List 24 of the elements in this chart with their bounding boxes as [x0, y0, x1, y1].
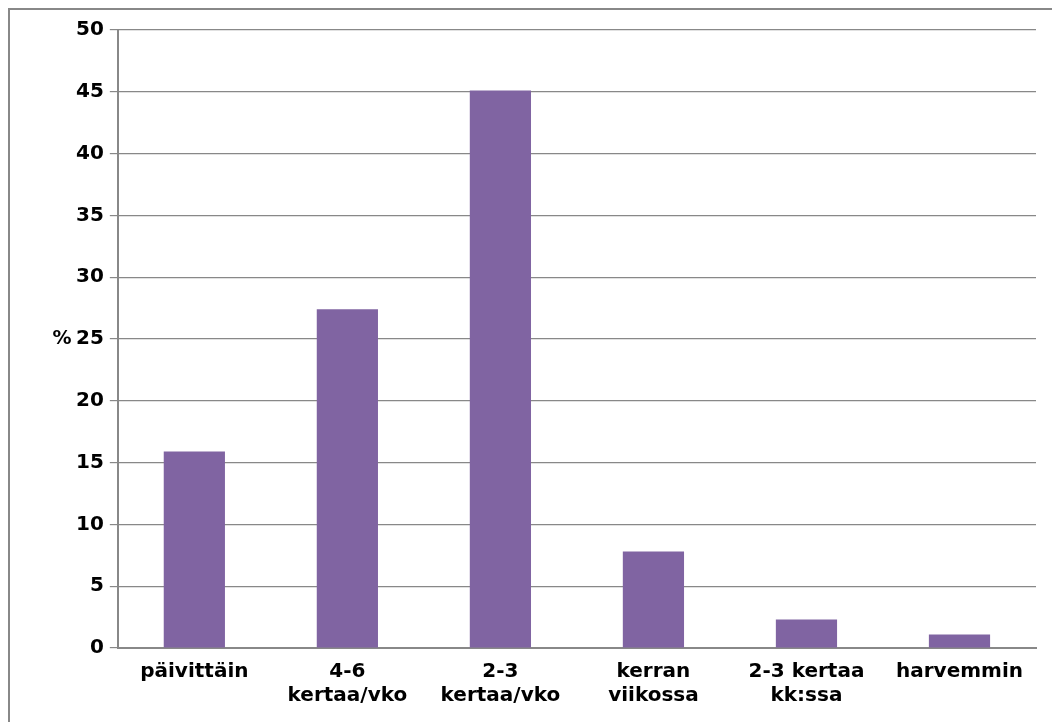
y-tick-label: 15	[75, 448, 104, 473]
x-tick-label: 4-6 kertaa/vko	[287, 658, 408, 707]
bar	[469, 90, 532, 648]
y-tick-label: 50	[75, 16, 104, 41]
bar	[775, 619, 838, 648]
y-tick-label: 0	[89, 634, 104, 659]
y-tick-label: 10	[75, 510, 104, 535]
y-tick-label: 30	[75, 263, 104, 288]
x-tick-label: päivittäin	[140, 658, 249, 683]
x-tick-label: 2-3 kertaa kk:ssa	[748, 658, 865, 707]
bar	[316, 309, 378, 648]
y-tick-label: 40	[75, 139, 104, 164]
x-tick-label: 2-3 kertaa/vko	[440, 658, 561, 707]
y-tick-label: 25	[75, 325, 104, 350]
y-tick-label: 5	[89, 572, 104, 597]
y-tick-label: 45	[75, 78, 104, 102]
y-axis-title: %	[52, 325, 72, 348]
bar	[622, 551, 685, 648]
bar	[928, 634, 991, 648]
x-tick-label: kerran viikossa	[608, 658, 699, 707]
bar	[163, 451, 225, 648]
y-tick-label: 20	[75, 387, 104, 411]
y-tick-label: 35	[75, 201, 104, 226]
x-tick-label: harvemmin	[895, 658, 1023, 683]
